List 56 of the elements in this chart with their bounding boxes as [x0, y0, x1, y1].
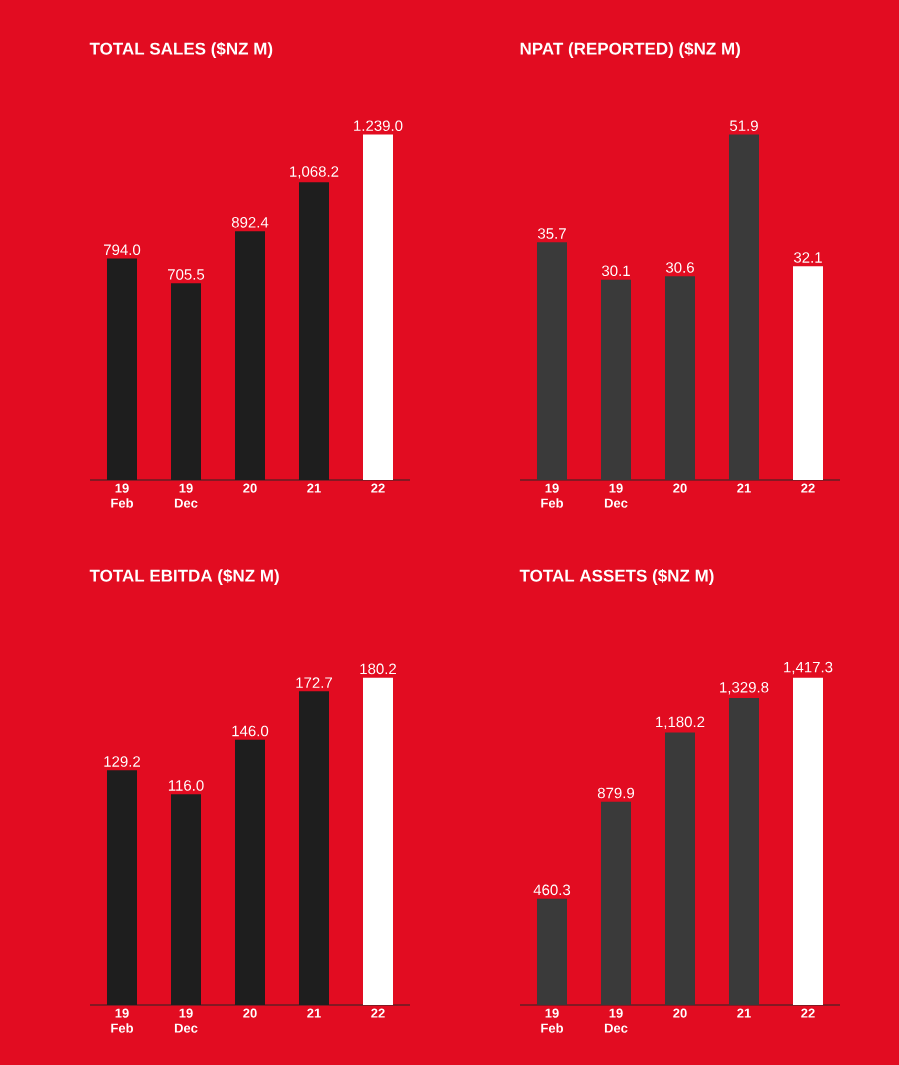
x-tick-label: 19 Feb — [541, 483, 564, 508]
bar — [665, 732, 695, 1005]
data-label: 1,417.3 — [784, 661, 833, 675]
x-tick-label: 20 — [243, 483, 257, 493]
x-tick-label: 22 — [801, 1008, 815, 1018]
x-tick-label: 22 — [371, 1008, 385, 1018]
bar — [601, 279, 631, 480]
x-tick-label: 21 — [307, 483, 321, 493]
data-label: 879.9 — [597, 787, 635, 799]
data-label: 129.2 — [104, 756, 141, 767]
data-label: 794.0 — [104, 244, 141, 256]
x-tick-label: 22 — [371, 483, 385, 493]
bar — [537, 242, 567, 480]
bar — [601, 801, 631, 1005]
bar — [537, 898, 567, 1005]
bar — [729, 134, 759, 480]
x-tick-label: 19 Feb — [111, 1008, 134, 1033]
data-label: 705.5 — [168, 269, 205, 280]
bar — [729, 697, 759, 1005]
bar — [793, 266, 823, 480]
chart-title: TOTAL SALES ($NZ M) — [89, 41, 273, 59]
data-label: 1,180.2 — [656, 716, 705, 729]
x-tick-label: 19 Feb — [111, 483, 134, 508]
chart-title: TOTAL ASSETS ($NZ M) — [519, 568, 714, 586]
x-tick-label: 21 — [737, 483, 751, 493]
data-label: 30.1 — [601, 265, 630, 277]
data-label: 116.0 — [168, 780, 204, 791]
x-tick-label: 20 — [673, 1008, 687, 1018]
data-label: 460.3 — [533, 884, 571, 896]
x-tick-label: 19 Dec — [174, 1008, 198, 1033]
data-label: 1.239.0 — [354, 120, 403, 131]
x-tick-label: 22 — [801, 483, 815, 493]
x-tick-label: 20 — [243, 1008, 257, 1018]
bar — [363, 134, 393, 480]
bar — [665, 276, 695, 480]
data-label: 30.6 — [665, 262, 694, 273]
bar — [363, 677, 393, 1005]
x-tick-label: 19 Dec — [604, 483, 628, 508]
data-label: 1,329.8 — [720, 682, 769, 695]
x-tick-label: 19 Feb — [541, 1008, 564, 1033]
chart-title: TOTAL EBITDA ($NZ M) — [89, 568, 279, 586]
x-tick-label: 19 Dec — [174, 483, 198, 508]
x-tick-label: 21 — [737, 1008, 751, 1018]
data-label: 180.2 — [360, 663, 397, 675]
data-label: 892.4 — [231, 217, 269, 228]
x-tick-label: 21 — [307, 1008, 321, 1018]
data-label: 32.1 — [793, 252, 822, 263]
data-label: 1,068.2 — [290, 166, 339, 179]
x-tick-label: 20 — [673, 483, 687, 493]
data-label: 172.7 — [296, 677, 333, 688]
chart-title: NPAT (REPORTED) ($NZ M) — [520, 41, 740, 59]
x-tick-label: 19 Dec — [604, 1008, 628, 1033]
data-label: 51.9 — [730, 120, 758, 131]
bar — [793, 677, 823, 1005]
data-label: 146.0 — [232, 725, 269, 737]
data-label: 35.7 — [537, 228, 566, 239]
